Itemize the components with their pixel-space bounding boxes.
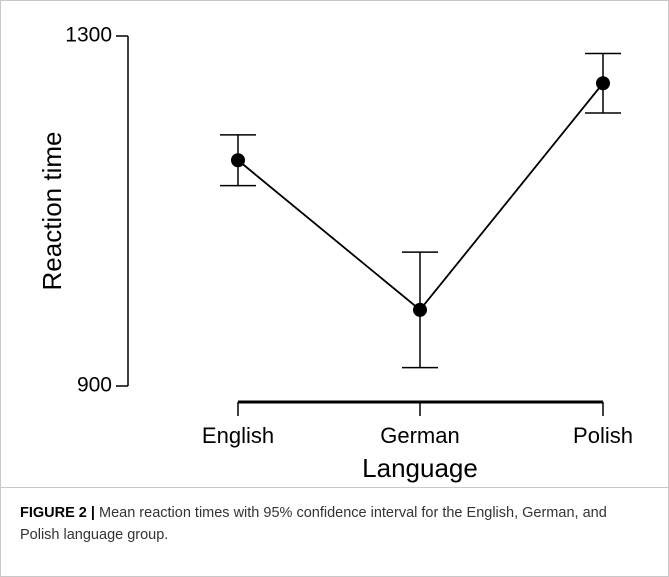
- caption: FIGURE 2 | Mean reaction times with 95% …: [20, 502, 650, 546]
- y-tick-label: 900: [77, 374, 112, 397]
- x-tick-label: German: [380, 423, 459, 448]
- y-axis-label: Reaction time: [37, 132, 67, 291]
- caption-separator: [0, 487, 669, 488]
- x-tick-label: Polish: [573, 423, 633, 448]
- y-tick-label: 1300: [65, 24, 112, 47]
- data-point: [596, 76, 610, 91]
- data-point: [413, 302, 427, 317]
- caption-label: FIGURE 2 |: [20, 505, 95, 521]
- chart: Language Reaction time 900 1300 English Ger…: [37, 24, 633, 483]
- data-point: [231, 153, 245, 168]
- caption-text: Mean reaction times with 95% confidence …: [20, 505, 607, 543]
- x-tick-label: English: [202, 423, 274, 448]
- x-axis-label: Language: [362, 453, 478, 483]
